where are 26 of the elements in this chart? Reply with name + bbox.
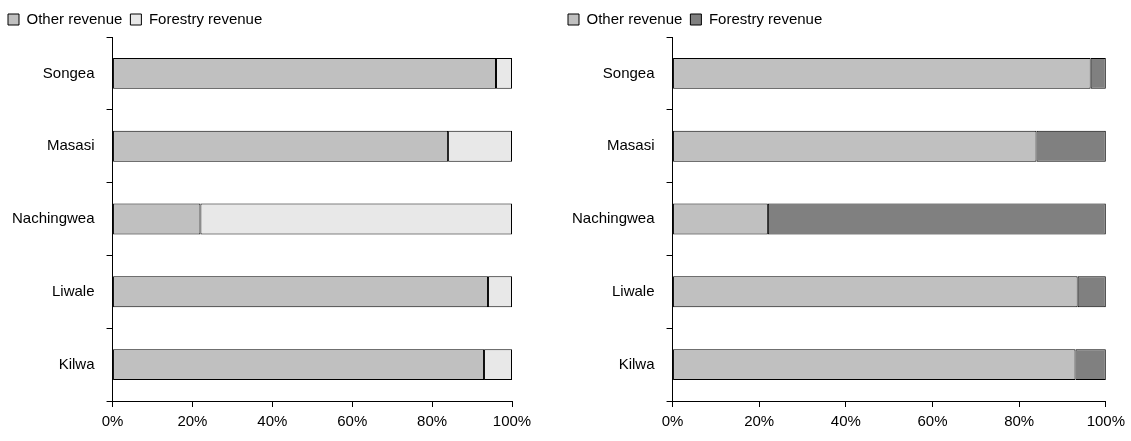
x-tick-label: 80% [1004, 412, 1035, 430]
x-tick-label: 80% [417, 412, 448, 430]
legend-label: Forestry revenue [708, 9, 823, 27]
y-tick-label: Songea [602, 63, 656, 81]
y-tick-label: Nachingwea [11, 209, 96, 227]
y-tick-label: Liwale [52, 281, 95, 299]
legend-label: Forestry revenue [148, 9, 263, 27]
x-tick-label: 20% [177, 412, 208, 430]
x-tick-label: 60% [917, 412, 948, 430]
x-tick-label: 60% [337, 412, 368, 430]
y-tick-label: Songea [42, 63, 96, 81]
legend-label: Other revenue [26, 9, 123, 27]
y-tick-label: Masasi [607, 136, 655, 154]
y-tick-label: Nachingwea [571, 209, 656, 227]
y-tick-label: Masasi [47, 136, 95, 154]
y-tick-label: Kilwa [58, 354, 96, 372]
y-tick-label: Liwale [612, 281, 655, 299]
y-tick-label: Kilwa [618, 354, 656, 372]
x-tick-label: 40% [830, 412, 861, 430]
x-tick-label: 0% [661, 412, 684, 430]
legend-label: Other revenue [586, 9, 683, 27]
x-tick-label: 20% [744, 412, 775, 430]
x-tick-label: 0% [101, 412, 124, 430]
x-tick-label: 100% [492, 412, 532, 430]
x-tick-label: 40% [257, 412, 288, 430]
x-tick-label: 100% [1086, 412, 1126, 430]
